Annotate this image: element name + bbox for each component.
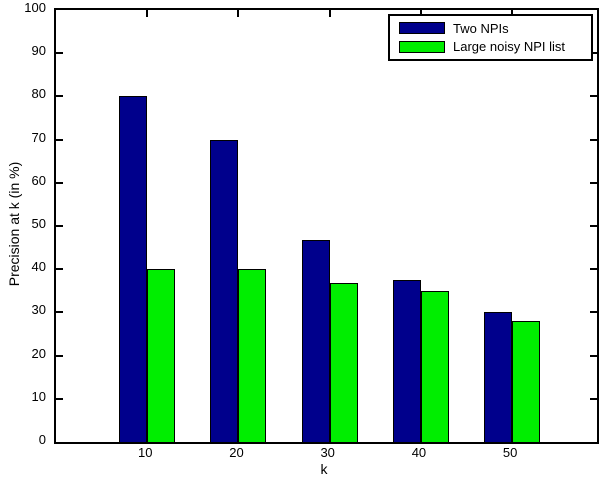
- y-tick-mark: [590, 225, 597, 227]
- x-tick-label: 40: [411, 445, 427, 460]
- y-tick-mark: [590, 311, 597, 314]
- y-tick-mark: [56, 138, 63, 141]
- y-tick-mark: [590, 268, 597, 271]
- y-tick-mark: [56, 354, 63, 357]
- y-tick-label: 10: [31, 388, 46, 404]
- bar-two-npis-k50: [484, 312, 513, 442]
- y-tick-label: 40: [31, 259, 46, 275]
- legend-swatch: [399, 40, 445, 53]
- y-tick-label: 20: [31, 345, 46, 361]
- x-tick-label: 10: [137, 445, 153, 460]
- x-tick-mark: [419, 10, 422, 17]
- y-tick-mark: [56, 181, 63, 184]
- y-tick-mark: [590, 138, 597, 141]
- y-tick-label: 60: [31, 172, 46, 188]
- y-tick-mark: [590, 95, 597, 98]
- y-tick-mark: [56, 95, 63, 98]
- y-tick-mark: [56, 225, 63, 227]
- plot-area: [54, 8, 599, 444]
- y-tick-mark: [56, 268, 63, 271]
- y-tick-mark: [590, 397, 597, 400]
- bar-large-noisy-npi-list-k20: [238, 269, 267, 442]
- legend-label: Two NPIs: [453, 20, 509, 36]
- y-tick-mark: [590, 52, 597, 55]
- y-tick-mark: [56, 311, 63, 314]
- bar-two-npis-k10: [119, 96, 148, 442]
- legend: Two NPIs Large noisy NPI list: [388, 14, 593, 61]
- y-tick-mark: [590, 181, 597, 184]
- bar-large-noisy-npi-list-k50: [512, 321, 541, 442]
- bar-two-npis-k40: [392, 280, 421, 442]
- y-tick-label: 30: [31, 302, 46, 318]
- legend-swatch: [399, 22, 445, 35]
- y-tick-label: 100: [24, 0, 46, 15]
- bar-large-noisy-npi-list-k10: [147, 269, 176, 442]
- y-tick-label: 0: [38, 432, 46, 447]
- y-tick-label: 70: [31, 129, 46, 145]
- y-tick-label: 90: [31, 43, 46, 59]
- legend-entry: Two NPIs: [390, 20, 591, 37]
- x-tick-label: 20: [229, 445, 244, 460]
- y-tick-label: 50: [31, 216, 46, 231]
- bar-large-noisy-npi-list-k40: [420, 290, 449, 442]
- y-tick-label: 80: [31, 86, 46, 102]
- bar-two-npis-k30: [301, 240, 330, 442]
- bar-large-noisy-npi-list-k30: [329, 283, 358, 442]
- bar-two-npis-k20: [210, 139, 239, 442]
- x-tick-label: 30: [320, 445, 335, 460]
- y-tick-mark: [56, 52, 63, 55]
- legend-entry: Large noisy NPI list: [390, 38, 591, 55]
- x-tick-mark: [511, 10, 514, 17]
- x-tick-label: 50: [502, 445, 518, 460]
- x-tick-mark: [328, 10, 331, 17]
- x-axis-label: k: [320, 461, 328, 477]
- x-tick-mark: [146, 10, 149, 17]
- x-tick-mark: [237, 10, 240, 17]
- y-tick-mark: [590, 354, 597, 357]
- y-tick-mark: [56, 397, 63, 400]
- legend-label: Large noisy NPI list: [453, 39, 565, 55]
